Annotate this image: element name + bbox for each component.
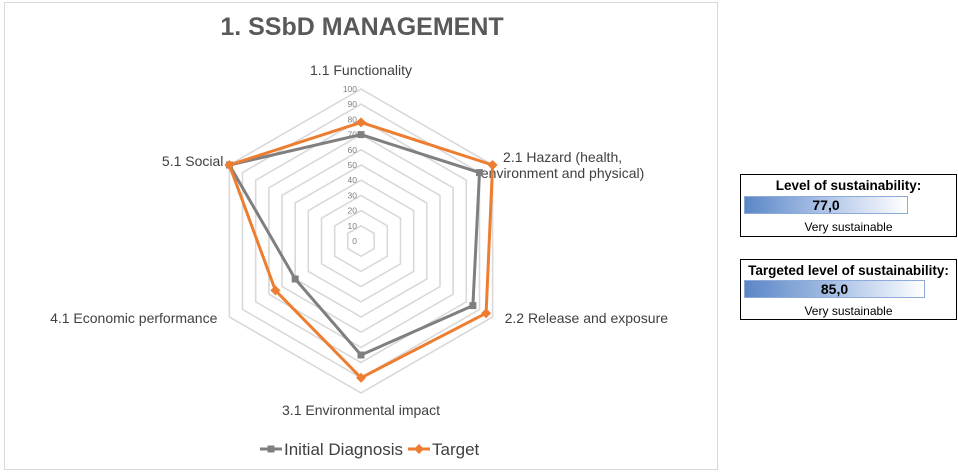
level-of-sustainability-bar: 77,0 — [744, 196, 908, 214]
r-tick-label: 70 — [348, 130, 358, 140]
series-point-1-3 — [356, 372, 366, 383]
legend-label-1: Target — [432, 440, 480, 459]
series-point-0-4 — [291, 275, 299, 283]
radar-chart: 1. SSbD MANAGEMENT 0 10 20 30 40 50 60 70 80 90 10… — [4, 2, 718, 470]
legend-marker-1 — [414, 444, 424, 454]
series-point-1-4 — [270, 285, 281, 296]
axis-label-0: 1.1 Functionality — [310, 62, 412, 78]
series-point-0-2 — [469, 302, 477, 310]
level-of-sustainability-rating: Very sustainable — [804, 220, 893, 234]
axis-label-2: 2.2 Release and exposure — [505, 310, 669, 326]
r-tick-label: 80 — [348, 114, 358, 124]
grid-ring — [346, 224, 376, 258]
series-point-0-0 — [357, 131, 365, 139]
series-point-1-1 — [487, 160, 498, 170]
axis-label-3: 3.1 Environmental impact — [282, 402, 440, 418]
series-point-1-2 — [481, 308, 492, 319]
r-tick-label: 20 — [348, 206, 358, 216]
level-of-sustainability-box: Level of sustainability: 77,0 Very susta… — [740, 174, 957, 237]
level-of-sustainability-value: 77,0 — [812, 197, 840, 213]
axis-label-1: 2.1 Hazard (health, — [503, 149, 622, 165]
series-point-1-5 — [224, 160, 235, 170]
grid-ring — [307, 179, 415, 303]
legend-label-0: Initial Diagnosis — [284, 440, 403, 459]
targeted-level-of-sustainability-bar: 85,0 — [744, 280, 925, 298]
radar-chart-svg: 1. SSbD MANAGEMENT 0 10 20 30 40 50 60 70 80 90 10… — [50, 13, 669, 459]
r-tick-label: 10 — [348, 221, 358, 231]
grid-ring — [294, 164, 428, 318]
r-tick-label: 60 — [348, 145, 358, 155]
grid-ring — [333, 209, 389, 273]
r-tick-label: 50 — [348, 160, 358, 170]
r-tick-label: 90 — [348, 99, 358, 109]
targeted-level-of-sustainability-rating: Very sustainable — [804, 304, 893, 318]
grid-ring — [268, 133, 454, 349]
series-point-0-1 — [476, 169, 483, 177]
r-tick-label: 0 — [352, 236, 357, 246]
r-tick-label: 40 — [348, 175, 358, 185]
r-tick-label: 30 — [348, 190, 358, 200]
series-point-0-3 — [357, 351, 365, 359]
legend-marker-0 — [267, 445, 275, 453]
series-point-1-0 — [356, 117, 366, 128]
grid-ring — [320, 194, 402, 288]
axis-label-1: environment and physical) — [481, 165, 644, 181]
targeted-level-of-sustainability-title: Targeted level of sustainability: — [748, 263, 949, 278]
targeted-level-of-sustainability-box: Targeted level of sustainability: 85,0 V… — [740, 259, 957, 320]
r-tick-label: 100 — [343, 84, 357, 94]
grid-ring — [254, 118, 468, 364]
axis-label-4: 4.1 Economic performance — [50, 310, 218, 326]
grid-ring — [241, 103, 481, 379]
targeted-level-of-sustainability-value: 85,0 — [820, 281, 849, 297]
chart-title: 1. SSbD MANAGEMENT — [220, 13, 503, 41]
axis-label-5: 5.1 Social — [162, 153, 223, 169]
level-of-sustainability-title: Level of sustainability: — [775, 178, 922, 193]
grid-ring — [281, 148, 441, 334]
